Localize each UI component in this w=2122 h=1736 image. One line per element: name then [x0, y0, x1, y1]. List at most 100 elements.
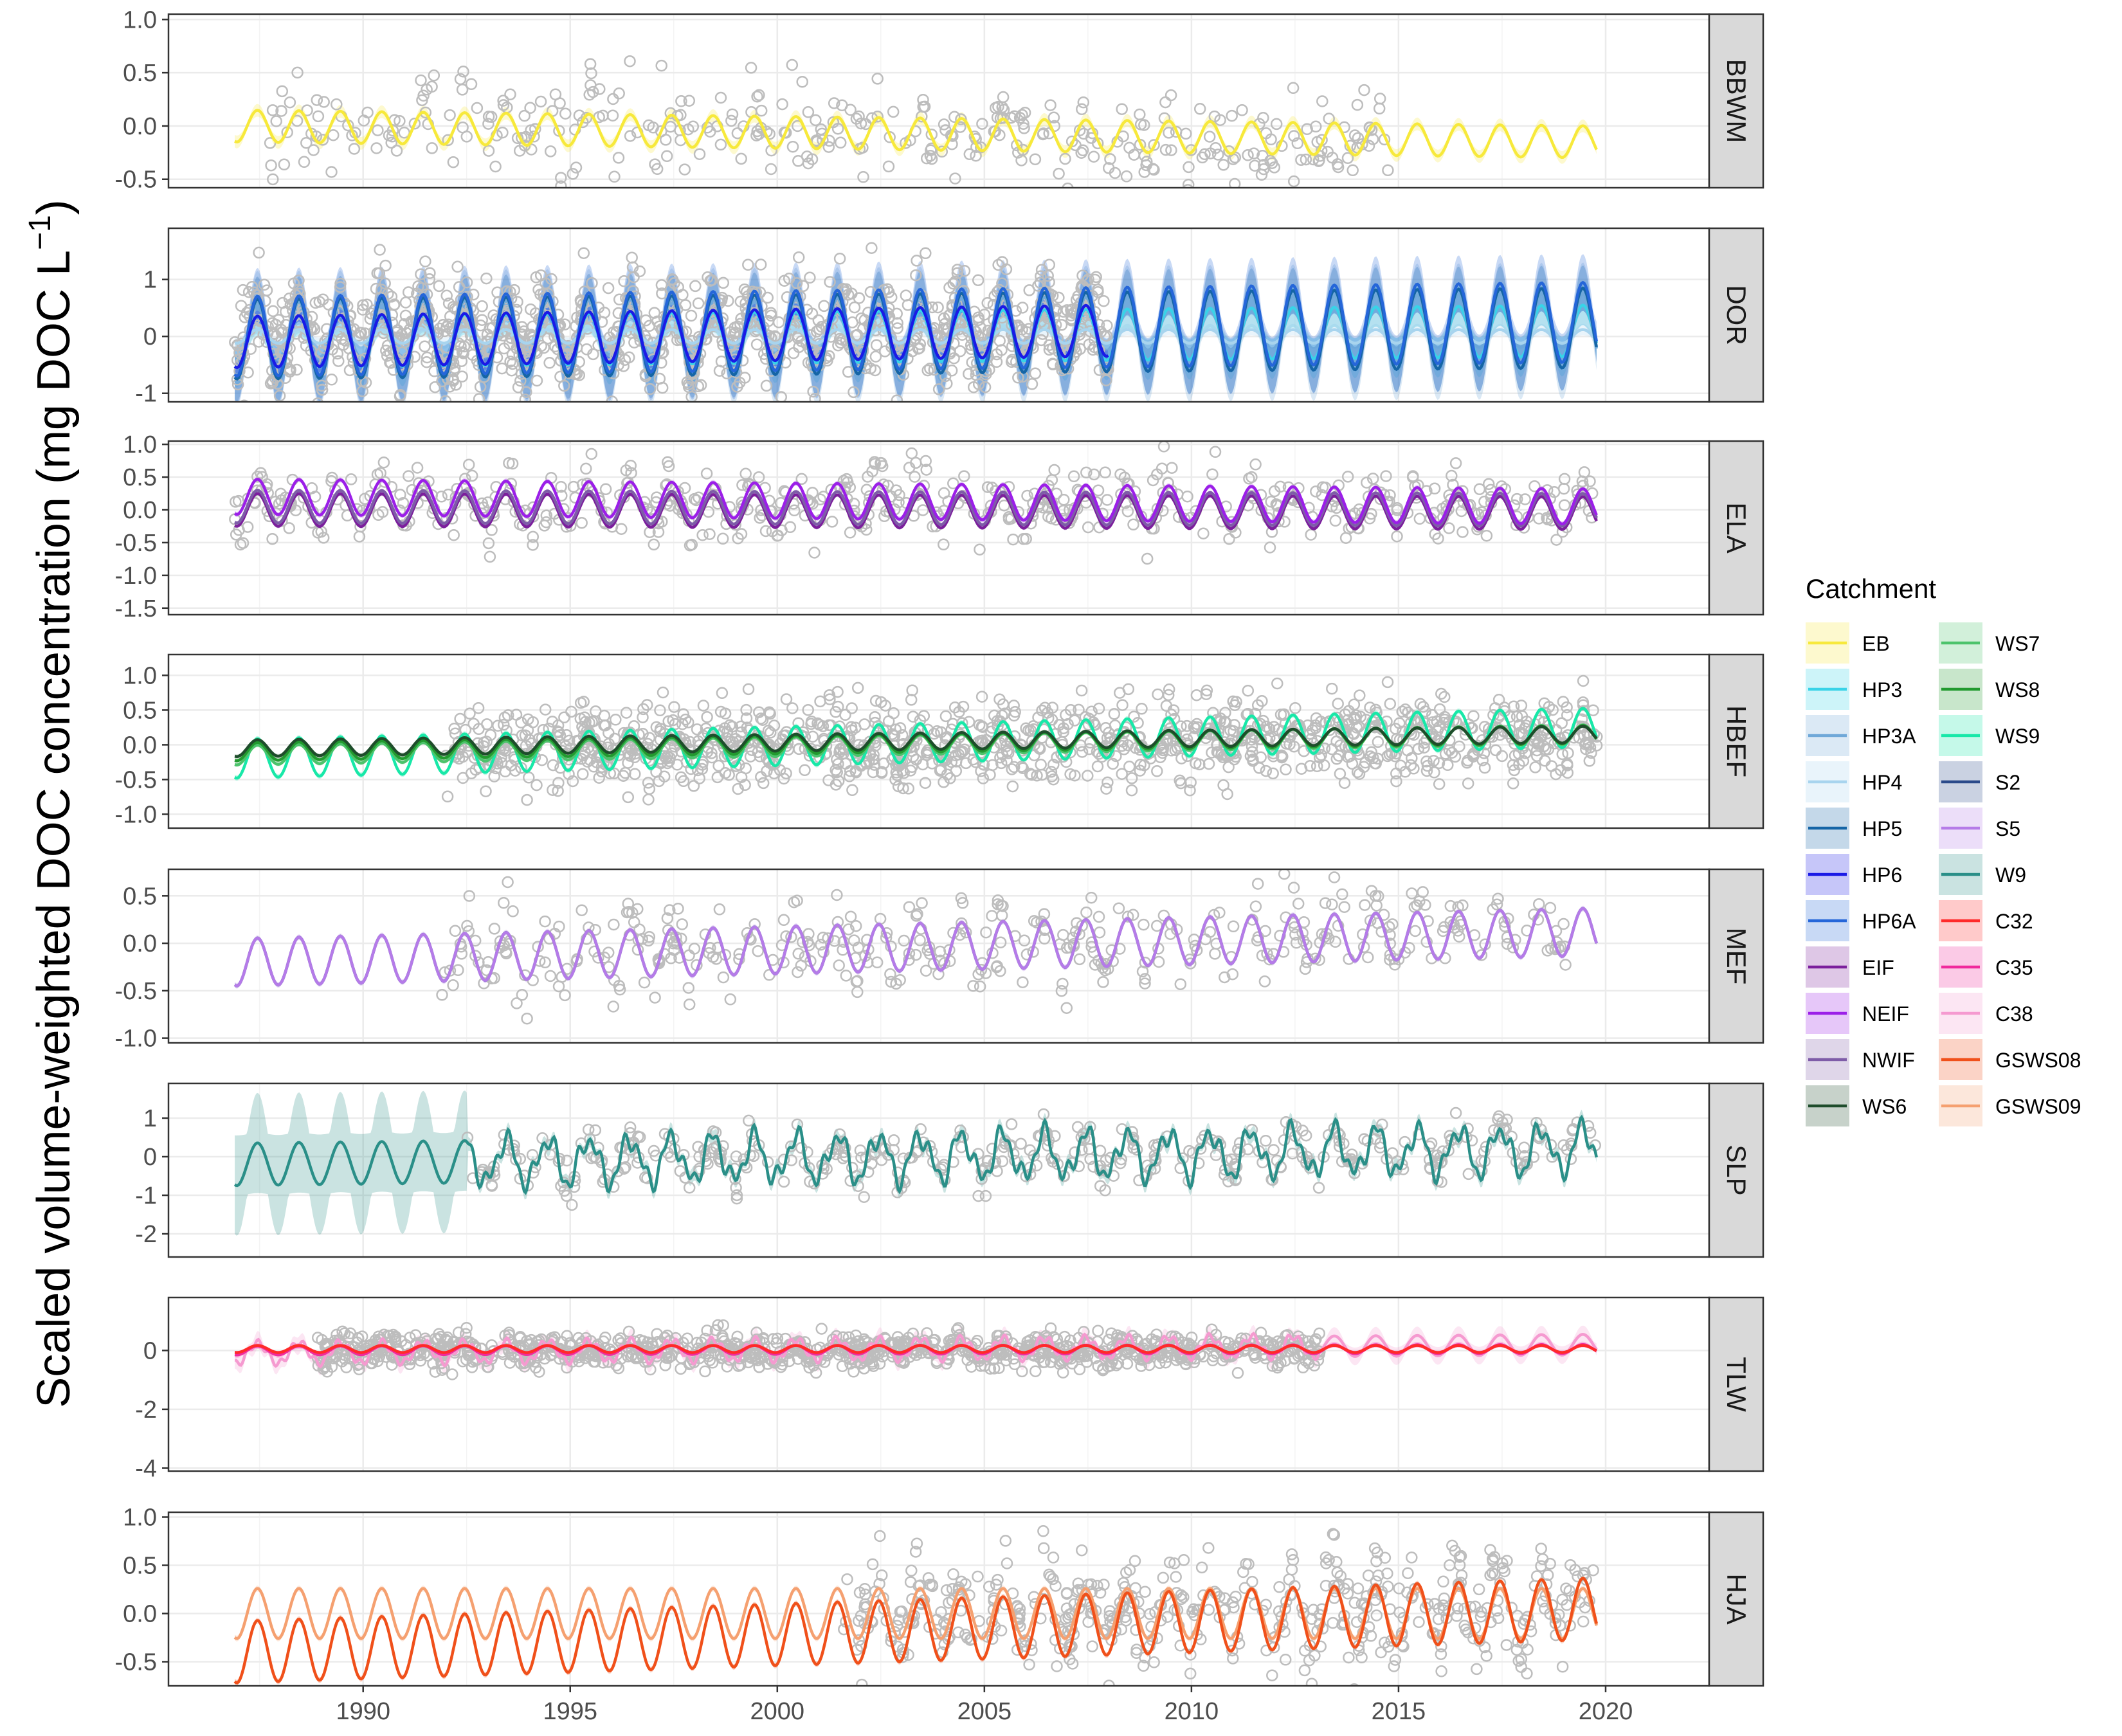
observation-point: [672, 903, 684, 915]
observation-point: [1256, 149, 1269, 162]
observation-point: [1260, 720, 1273, 733]
observation-point: [1165, 144, 1177, 156]
observation-point: [1257, 112, 1269, 124]
observation-point: [1242, 149, 1254, 161]
observation-point: [276, 85, 289, 98]
observation-point: [920, 964, 932, 977]
observation-point: [1438, 691, 1451, 703]
observation-point: [385, 136, 397, 149]
observation-point: [1082, 521, 1094, 534]
observation-point: [683, 95, 696, 107]
observation-point: [594, 83, 606, 95]
observation-point: [1222, 1175, 1235, 1188]
observation-point: [701, 1325, 713, 1337]
observation-point: [905, 694, 918, 706]
observation-point: [1085, 891, 1098, 904]
observation-point: [831, 700, 844, 713]
observation-point: [981, 481, 994, 493]
observation-point: [1316, 95, 1329, 107]
observation-point: [1287, 82, 1300, 95]
observation-point: [994, 936, 1007, 948]
observation-point: [1339, 708, 1352, 721]
observation-point: [753, 89, 765, 102]
observation-point: [499, 745, 512, 757]
observation-point: [994, 965, 1006, 977]
observation-point: [788, 504, 801, 517]
observation-point: [1028, 915, 1040, 927]
observation-point: [779, 127, 792, 139]
observation-point: [1123, 478, 1135, 490]
observation-point: [694, 379, 707, 392]
observation-point: [488, 923, 501, 935]
observation-point: [426, 142, 439, 154]
observation-point: [879, 700, 892, 712]
observation-point: [540, 509, 553, 521]
observation-point: [662, 715, 675, 727]
observation-point: [1288, 130, 1300, 142]
observation-point: [429, 381, 441, 393]
observation-point: [1334, 768, 1347, 780]
observation-point: [917, 93, 929, 106]
observation-point: [841, 476, 854, 489]
observation-point: [1031, 770, 1043, 782]
observation-point: [371, 267, 383, 280]
observation-point: [1264, 732, 1276, 744]
observation-point: [891, 317, 903, 329]
observation-point: [415, 282, 428, 294]
observation-point: [1100, 782, 1112, 795]
observation-point: [318, 96, 330, 108]
y-tick-label: -0.5: [115, 530, 157, 557]
observation-point: [752, 945, 764, 957]
observation-point: [419, 255, 431, 267]
observation-point: [390, 145, 403, 157]
observation-point: [353, 530, 366, 543]
observation-point: [921, 748, 933, 761]
observation-point: [1451, 925, 1464, 937]
observation-point: [1561, 709, 1573, 721]
observation-point: [394, 114, 406, 127]
observation-point: [267, 173, 279, 186]
observation-point: [1263, 723, 1276, 735]
observation-point: [1075, 739, 1087, 752]
observation-point: [852, 941, 865, 954]
observation-point: [473, 393, 485, 402]
observation-point: [1544, 901, 1557, 914]
observation-point: [801, 1146, 813, 1159]
observation-point: [1203, 131, 1216, 143]
observation-point: [507, 905, 519, 918]
observation-point: [714, 705, 727, 718]
y-tick-label: -1.0: [115, 563, 157, 590]
observation-point: [751, 125, 763, 138]
observation-point: [433, 280, 446, 293]
observation-point: [1092, 1325, 1104, 1337]
observation-point: [887, 105, 900, 118]
observation-point: [485, 111, 498, 123]
observation-point: [849, 721, 862, 734]
observation-point: [974, 543, 986, 556]
observation-point: [850, 975, 863, 988]
observation-point: [1557, 918, 1570, 930]
observation-point: [1069, 769, 1081, 782]
observation-point: [612, 152, 625, 164]
observation-point: [1226, 109, 1238, 122]
observation-point: [408, 117, 421, 130]
observation-point: [848, 301, 861, 314]
observation-point: [947, 277, 959, 290]
observation-point: [1289, 701, 1301, 714]
observation-point: [447, 156, 460, 168]
observation-point: [1097, 976, 1109, 988]
observation-point: [990, 356, 1003, 368]
observation-point: [799, 764, 811, 777]
observation-point: [1046, 474, 1058, 486]
observation-point: [622, 757, 634, 769]
observation-point: [300, 136, 313, 149]
observation-point: [379, 277, 391, 290]
observation-point: [524, 102, 536, 114]
observation-point: [485, 1180, 498, 1192]
observation-point: [593, 772, 605, 784]
series-line-ws6: [234, 725, 1598, 758]
observation-point: [374, 244, 386, 256]
observation-point: [858, 1191, 870, 1203]
observation-point: [1482, 478, 1495, 491]
